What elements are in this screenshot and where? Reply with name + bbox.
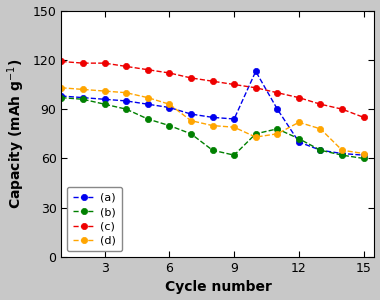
- (c): [297, 96, 301, 99]
- (b): [102, 102, 107, 106]
- (a): [102, 98, 107, 101]
- (b): [189, 132, 193, 136]
- (c): [146, 68, 150, 71]
- Line: (a): (a): [58, 68, 367, 158]
- (b): [232, 153, 236, 157]
- (d): [167, 102, 172, 106]
- (d): [297, 121, 301, 124]
- (a): [297, 140, 301, 144]
- (b): [210, 148, 215, 152]
- X-axis label: Cycle number: Cycle number: [165, 280, 271, 294]
- (c): [253, 86, 258, 90]
- (a): [275, 107, 280, 111]
- (d): [340, 148, 344, 152]
- (c): [361, 116, 366, 119]
- (c): [81, 61, 86, 65]
- (d): [124, 91, 128, 94]
- (b): [318, 148, 323, 152]
- Legend: (a), (b), (c), (d): (a), (b), (c), (d): [67, 187, 122, 251]
- (c): [232, 83, 236, 86]
- (b): [167, 124, 172, 128]
- (c): [59, 60, 64, 63]
- (d): [232, 125, 236, 129]
- (a): [189, 112, 193, 116]
- (a): [253, 70, 258, 73]
- (c): [167, 71, 172, 75]
- (a): [340, 152, 344, 155]
- (d): [318, 127, 323, 131]
- (c): [124, 64, 128, 68]
- (d): [275, 132, 280, 136]
- (c): [318, 102, 323, 106]
- (d): [210, 124, 215, 128]
- (a): [81, 96, 86, 99]
- Line: (c): (c): [58, 58, 367, 121]
- (a): [146, 102, 150, 106]
- (a): [167, 106, 172, 109]
- (a): [210, 116, 215, 119]
- (b): [275, 127, 280, 131]
- (d): [189, 119, 193, 122]
- (b): [81, 98, 86, 101]
- (a): [124, 99, 128, 103]
- Y-axis label: Capacity (mAh g$^{-1}$): Capacity (mAh g$^{-1}$): [6, 58, 27, 209]
- (d): [102, 89, 107, 93]
- (b): [253, 132, 258, 136]
- (a): [318, 148, 323, 152]
- (b): [59, 96, 64, 99]
- (b): [297, 137, 301, 140]
- (d): [361, 152, 366, 155]
- (c): [102, 61, 107, 65]
- (d): [146, 96, 150, 99]
- (a): [361, 153, 366, 157]
- Line: (d): (d): [58, 85, 367, 157]
- (a): [232, 117, 236, 121]
- (b): [340, 153, 344, 157]
- (b): [124, 107, 128, 111]
- (c): [210, 80, 215, 83]
- (c): [275, 91, 280, 94]
- (c): [340, 107, 344, 111]
- (b): [146, 117, 150, 121]
- (d): [59, 86, 64, 90]
- (d): [81, 88, 86, 91]
- (b): [361, 157, 366, 160]
- Line: (b): (b): [58, 94, 367, 162]
- (a): [59, 94, 64, 98]
- (c): [189, 76, 193, 80]
- (d): [253, 135, 258, 139]
